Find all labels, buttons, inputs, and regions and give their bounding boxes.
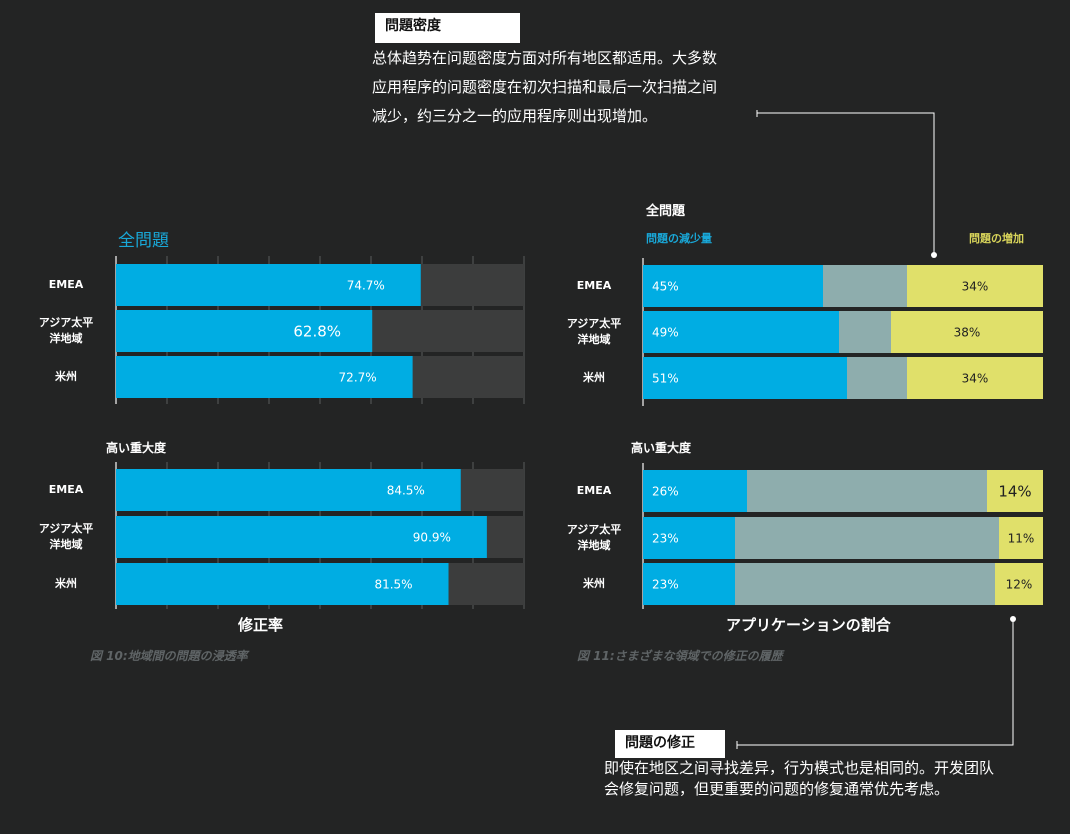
data-label: 51%: [652, 372, 679, 386]
stacked-segment: [643, 357, 847, 399]
data-label: 84.5%: [387, 484, 425, 498]
bar-value: [116, 356, 413, 398]
callout-fix-text: 即使在地区之间寻找差异，行为模式也是相同的。开发团队会修复问题，但更重要的问题的…: [604, 759, 995, 798]
stacked-segment: [643, 470, 747, 512]
category-label: 米州: [54, 576, 77, 590]
stacked-segment: [891, 311, 1043, 353]
category-label: アジア太平洋地域: [567, 316, 622, 346]
bar-value: [116, 469, 461, 511]
stacked-segment: [643, 563, 735, 605]
data-label: 34%: [962, 372, 989, 386]
right-chart-title: 全問題: [646, 204, 686, 219]
data-label: 26%: [652, 485, 679, 499]
figure-10-caption: 図 10:地域間の問題の浸透率: [90, 649, 248, 663]
left-axis-title: 修正率: [238, 616, 284, 634]
data-label: 72.7%: [339, 371, 377, 385]
stacked-segment: [987, 470, 1043, 512]
stacked-segment: [643, 265, 823, 307]
data-label: 11%: [1008, 532, 1035, 546]
data-label: 34%: [962, 280, 989, 294]
stacked-segment: [995, 563, 1043, 605]
data-label: 74.7%: [347, 279, 385, 293]
stacked-segment: [735, 517, 999, 559]
data-label: 49%: [652, 326, 679, 340]
category-label: EMEA: [49, 278, 84, 291]
stacked-segment: [907, 265, 1043, 307]
data-label: 81.5%: [374, 578, 412, 592]
data-label: 90.9%: [413, 531, 451, 545]
bar-value: [116, 264, 421, 306]
left-chart-title: 全問題: [118, 231, 169, 251]
data-label: 14%: [998, 483, 1031, 501]
category-label: 米州: [54, 369, 77, 383]
legend-decrease: 問題の減少量: [646, 232, 712, 245]
category-label: 米州: [582, 370, 605, 384]
stacked-segment: [839, 311, 891, 353]
data-label: 38%: [954, 326, 981, 340]
category-label: EMEA: [49, 483, 84, 496]
stacked-segment: [847, 357, 907, 399]
left-high-severity-title: 高い重大度: [106, 441, 167, 455]
category-label: EMEA: [577, 279, 612, 292]
stacked-segment: [999, 517, 1043, 559]
stacked-segment: [643, 311, 839, 353]
stacked-segment: [907, 357, 1043, 399]
bar-value: [116, 310, 373, 352]
category-label: アジア太平洋地域: [39, 315, 94, 345]
callout-density-text: 总体趋势在问题密度方面对所有地区都适用。大多数应用程序的问题密度在初次扫描和最后…: [372, 49, 718, 125]
stacked-segment: [823, 265, 907, 307]
bar-value: [116, 516, 487, 558]
right-axis-title: アプリケーションの割合: [726, 616, 891, 634]
bar-value: [116, 563, 449, 605]
callout-density-tag: 問題密度: [375, 13, 520, 43]
category-label: アジア太平洋地域: [567, 522, 622, 552]
stacked-segment: [643, 517, 735, 559]
data-label: 23%: [652, 578, 679, 592]
data-label: 45%: [652, 280, 679, 294]
stacked-segment: [747, 470, 987, 512]
callout-fix-tag: 問題の修正: [615, 730, 725, 758]
data-label: 12%: [1006, 578, 1033, 592]
data-label: 23%: [652, 532, 679, 546]
legend-increase: 問題の増加: [969, 232, 1024, 245]
category-label: 米州: [582, 576, 605, 590]
category-label: EMEA: [577, 484, 612, 497]
right-high-severity-title: 高い重大度: [631, 441, 692, 455]
data-label: 62.8%: [293, 323, 341, 341]
stacked-segment: [735, 563, 995, 605]
figure-11-caption: 図 11:さまざまな領域での修正の履歴: [577, 649, 783, 663]
category-label: アジア太平洋地域: [39, 521, 94, 551]
